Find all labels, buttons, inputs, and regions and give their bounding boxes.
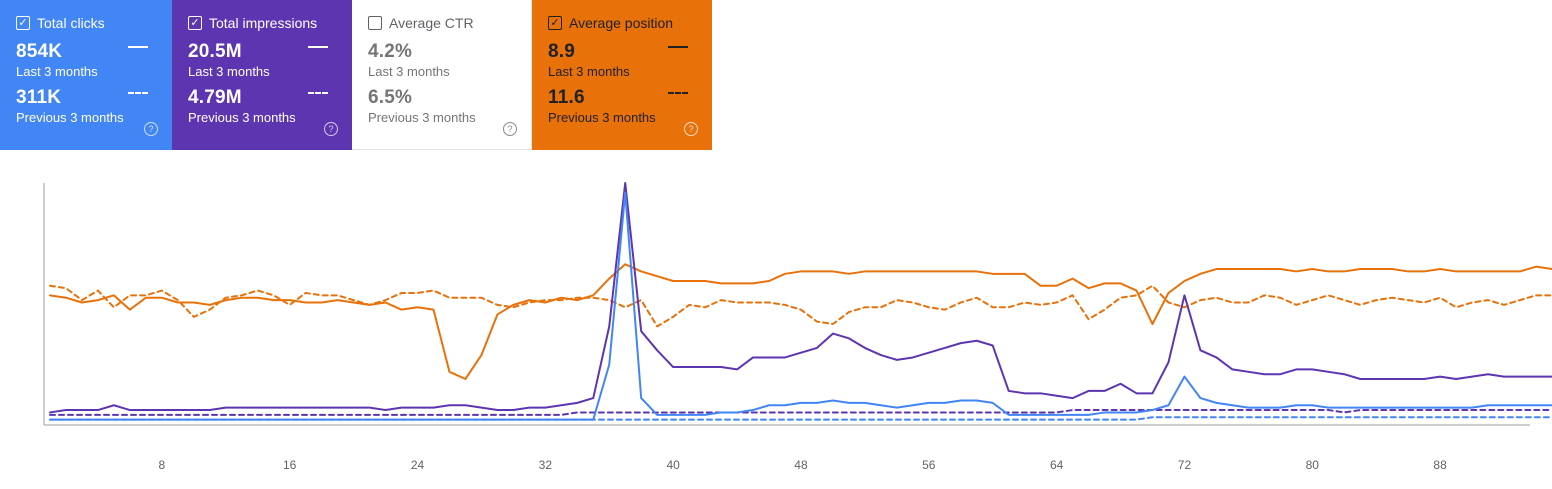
checkbox-checked-icon[interactable]: ✓ — [188, 16, 202, 30]
series-line-clicks-previous — [49, 416, 1552, 421]
current-value: 20.5M — [188, 41, 242, 62]
question-circle-icon[interactable]: ? — [324, 122, 338, 136]
series-line-impressions-current — [49, 182, 1552, 414]
solid-line-legend-icon — [308, 46, 328, 48]
x-tick-label: 48 — [794, 458, 808, 472]
previous-value: 311K — [16, 87, 62, 108]
total-clicks-card[interactable]: ✓ Total clicks 854K Last 3 months 311K P… — [0, 0, 172, 150]
x-tick-label: 24 — [411, 458, 425, 472]
previous-value: 11.6 — [548, 87, 585, 108]
card-header: ✓ Average position — [548, 15, 673, 31]
current-value: 4.2% — [368, 41, 413, 62]
x-tick-label: 64 — [1050, 458, 1064, 472]
x-tick-label: 88 — [1433, 458, 1447, 472]
metric-cards: ✓ Total clicks 854K Last 3 months 311K P… — [0, 0, 712, 150]
series-line-position-current — [49, 263, 1552, 380]
card-title: Average position — [569, 15, 674, 31]
question-circle-icon[interactable]: ? — [684, 122, 698, 136]
previous-value: 4.79M — [188, 87, 242, 108]
question-circle-icon[interactable]: ? — [144, 122, 158, 136]
card-header: ✓ Total clicks — [16, 15, 105, 31]
previous-period-label: Previous 3 months — [188, 110, 296, 125]
previous-period-label: Previous 3 months — [368, 110, 476, 125]
previous-period-label: Previous 3 months — [16, 110, 124, 125]
current-period-label: Last 3 months — [16, 64, 98, 79]
solid-line-legend-icon — [668, 46, 688, 48]
x-tick-label: 80 — [1306, 458, 1320, 472]
card-title: Average CTR — [389, 15, 474, 31]
average-ctr-card[interactable]: Average CTR 4.2% Last 3 months 6.5% Prev… — [352, 0, 532, 150]
dashed-line-legend-icon — [308, 92, 328, 94]
x-tick-label: 16 — [283, 458, 297, 472]
x-tick-label: 56 — [922, 458, 936, 472]
card-header: ✓ Total impressions — [188, 15, 317, 31]
card-title: Total impressions — [209, 15, 318, 31]
dashed-line-legend-icon — [668, 92, 688, 94]
line-chart-svg[interactable]: 8 16 24 32 40 48 56 64 72 80 88 — [0, 150, 1552, 489]
performance-chart[interactable]: 8 16 24 32 40 48 56 64 72 80 88 — [0, 150, 1552, 489]
checkbox-checked-icon[interactable]: ✓ — [16, 16, 30, 30]
series-line-impressions-previous — [49, 409, 1552, 416]
total-impressions-card[interactable]: ✓ Total impressions 20.5M Last 3 months … — [172, 0, 352, 150]
current-period-label: Last 3 months — [188, 64, 270, 79]
current-value: 8.9 — [548, 41, 576, 62]
dashed-line-legend-icon — [128, 92, 148, 94]
previous-value: 6.5% — [368, 87, 413, 108]
solid-line-legend-icon — [128, 46, 148, 48]
x-tick-label: 72 — [1178, 458, 1192, 472]
x-tick-label: 8 — [159, 458, 166, 472]
card-header: Average CTR — [368, 15, 474, 31]
x-tick-label: 32 — [539, 458, 553, 472]
checkbox-checked-icon[interactable]: ✓ — [548, 16, 562, 30]
checkbox-unchecked-icon[interactable] — [368, 16, 382, 30]
previous-period-label: Previous 3 months — [548, 110, 656, 125]
current-period-label: Last 3 months — [368, 64, 450, 79]
x-tick-label: 40 — [666, 458, 680, 472]
question-circle-icon[interactable]: ? — [503, 122, 517, 136]
current-value: 854K — [16, 41, 63, 62]
current-period-label: Last 3 months — [548, 64, 630, 79]
series-line-clicks-current — [49, 191, 1552, 421]
average-position-card[interactable]: ✓ Average position 8.9 Last 3 months 11.… — [532, 0, 712, 150]
card-title: Total clicks — [37, 15, 105, 31]
series-line-position-previous — [49, 284, 1552, 328]
